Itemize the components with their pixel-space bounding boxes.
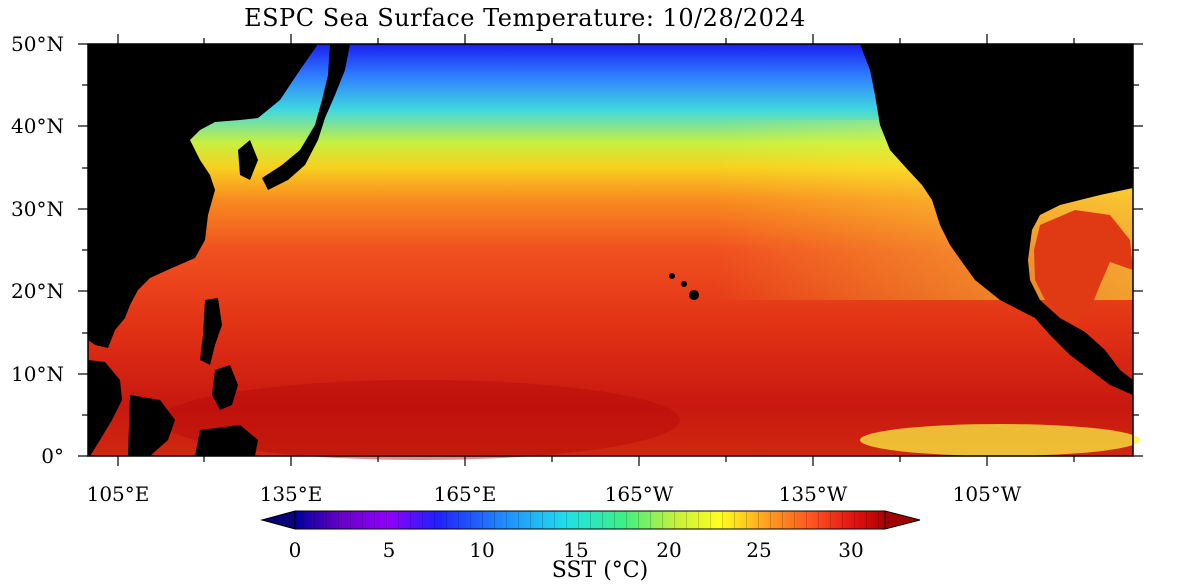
colorbar-tick-5: 5 [382,538,396,562]
lat-label-10n: 10°N [11,362,64,386]
lon-label-105e: 105°E [86,482,150,506]
lon-label-105w: 105°W [952,482,1022,506]
map-title: ESPC Sea Surface Temperature: 10/28/2024 [244,4,806,32]
lat-label-0: 0° [41,444,64,468]
equatorial-cold-tongue [860,424,1140,456]
lat-label-20n: 20°N [11,279,64,303]
gulf-of-mexico [1034,210,1133,325]
lon-label-135e: 135°E [259,482,323,506]
colorbar-title: SST (°C) [551,558,649,583]
colorbar-tick-15: 15 [563,538,589,562]
lon-label-135w: 135°W [778,482,848,506]
lat-ticks [78,43,1143,457]
colorbar-min-arrow [260,510,296,530]
land-north-america [860,44,1133,456]
lat-label-30n: 30°N [11,197,64,221]
colorbar-tick-10: 10 [469,538,495,562]
lat-label-40n: 40°N [11,114,64,138]
land-asia [88,44,318,456]
lon-label-165e: 165°E [433,482,497,506]
lon-ticks [117,34,1075,466]
colorbar-max-arrow [884,510,921,530]
colorbar [260,510,921,530]
warm-pool [160,380,680,460]
lat-label-50n: 50°N [11,32,64,56]
land-new-guinea [195,425,258,456]
colorbar-tick-25: 25 [746,538,772,562]
colorbar-tick-20: 20 [656,538,682,562]
colorbar-tick-0: 0 [288,538,302,562]
land-japan [262,44,350,190]
colorbar-tick-30: 30 [838,538,864,562]
land-hawaii [669,273,699,300]
land-philippines [200,298,238,410]
lon-label-165w: 165°W [604,482,674,506]
